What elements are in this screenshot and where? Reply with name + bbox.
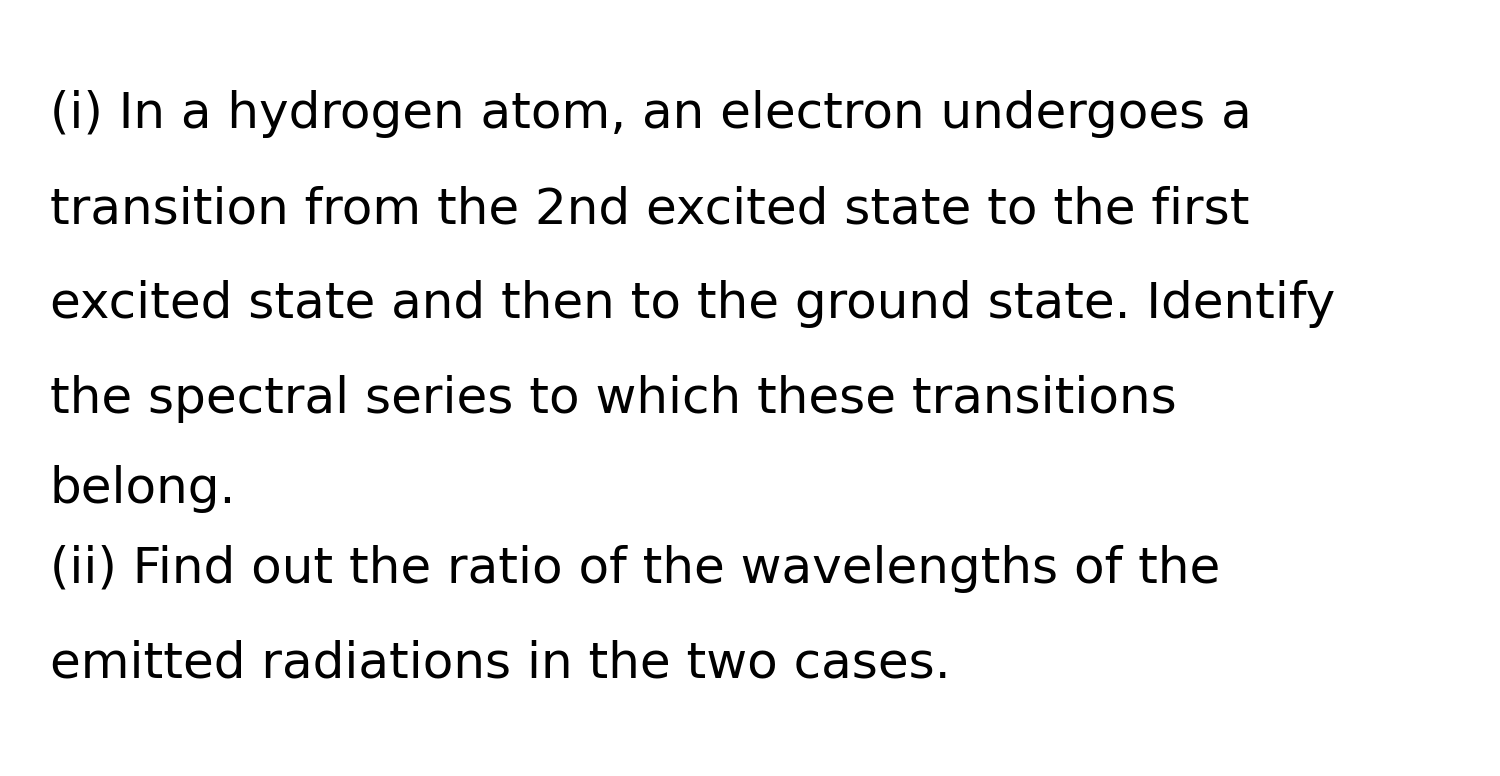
Text: emitted radiations in the two cases.: emitted radiations in the two cases. xyxy=(50,640,951,688)
Text: transition from the 2nd excited state to the first: transition from the 2nd excited state to… xyxy=(50,185,1250,233)
Text: belong.: belong. xyxy=(50,465,237,513)
Text: (i) In a hydrogen atom, an electron undergoes a: (i) In a hydrogen atom, an electron unde… xyxy=(50,90,1251,138)
Text: the spectral series to which these transitions: the spectral series to which these trans… xyxy=(50,375,1176,423)
Text: excited state and then to the ground state. Identify: excited state and then to the ground sta… xyxy=(50,280,1335,328)
Text: (ii) Find out the ratio of the wavelengths of the: (ii) Find out the ratio of the wavelengt… xyxy=(50,545,1221,593)
